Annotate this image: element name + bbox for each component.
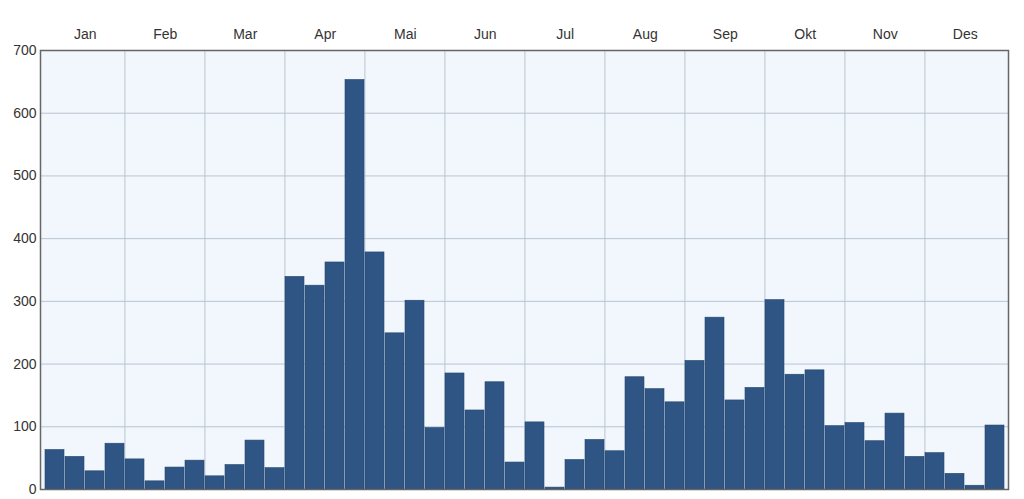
svg-text:Mai: Mai — [394, 26, 417, 42]
svg-text:Apr: Apr — [314, 26, 336, 42]
svg-text:Jan: Jan — [74, 26, 97, 42]
svg-text:Des: Des — [953, 26, 978, 42]
svg-text:Mar: Mar — [233, 26, 257, 42]
svg-text:Nov: Nov — [873, 26, 898, 42]
svg-text:Feb: Feb — [153, 26, 177, 42]
svg-text:500: 500 — [13, 167, 37, 183]
svg-text:Aug: Aug — [633, 26, 658, 42]
svg-text:400: 400 — [13, 230, 37, 246]
svg-text:300: 300 — [13, 293, 37, 309]
svg-text:Jul: Jul — [556, 26, 574, 42]
svg-text:0: 0 — [29, 481, 37, 497]
svg-text:700: 700 — [13, 42, 37, 58]
svg-text:Jun: Jun — [474, 26, 497, 42]
svg-text:Okt: Okt — [794, 26, 816, 42]
svg-text:200: 200 — [13, 356, 37, 372]
svg-text:Sep: Sep — [713, 26, 738, 42]
svg-text:600: 600 — [13, 105, 37, 121]
svg-text:100: 100 — [13, 418, 37, 434]
